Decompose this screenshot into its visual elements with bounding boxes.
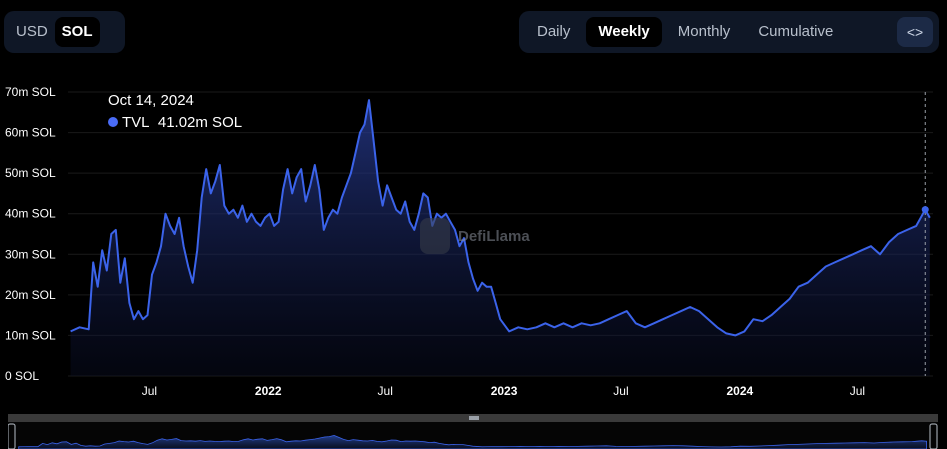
period-monthly-button[interactable]: Monthly bbox=[677, 23, 731, 40]
chart-tooltip: Oct 14, 2024 TVL 41.02m SOL bbox=[108, 90, 242, 134]
tooltip-date: Oct 14, 2024 bbox=[108, 92, 194, 109]
tooltip-series-name: TVL bbox=[122, 114, 150, 131]
defillama-watermark: DefiLlama bbox=[420, 218, 530, 254]
y-tick-label: 30m SOL bbox=[5, 247, 56, 261]
x-tick-label: 2024 bbox=[726, 384, 753, 398]
y-tick-label: 50m SOL bbox=[5, 166, 56, 180]
y-tick-label: 10m SOL bbox=[5, 328, 56, 342]
embed-code-button[interactable]: <> bbox=[897, 17, 933, 47]
currency-usd-button[interactable]: USD bbox=[16, 23, 48, 40]
scroller-grip-icon[interactable] bbox=[469, 416, 479, 420]
y-tick-label: 40m SOL bbox=[5, 207, 56, 221]
scroller-right-handle[interactable] bbox=[929, 423, 938, 449]
x-tick-label: Jul bbox=[613, 384, 628, 398]
period-daily-button[interactable]: Daily bbox=[537, 23, 571, 40]
tooltip-row: TVL 41.02m SOL bbox=[108, 112, 242, 134]
y-tick-label: 70m SOL bbox=[5, 85, 56, 99]
y-tick-label: 20m SOL bbox=[5, 288, 56, 302]
x-tick-label: 2023 bbox=[491, 384, 518, 398]
y-tick-label: 60m SOL bbox=[5, 126, 56, 140]
tvl-area bbox=[70, 99, 931, 376]
tooltip-value: 41.02m SOL bbox=[157, 114, 243, 131]
period-weekly-button[interactable]: Weekly bbox=[586, 17, 662, 47]
period-cumulative-button[interactable]: Cumulative bbox=[758, 23, 834, 40]
x-axis: Jul 2022 Jul 2023 Jul 2024 Jul bbox=[142, 384, 865, 398]
period-toggle: Daily Weekly Monthly Cumulative <> bbox=[519, 11, 939, 53]
currency-sol-button[interactable]: SOL bbox=[54, 17, 100, 47]
series-color-dot bbox=[108, 117, 118, 127]
y-axis: 0 SOL 10m SOL 20m SOL 30m SOL 40m SOL 50m SOL… bbox=[5, 85, 56, 383]
defillama-logo-icon bbox=[420, 218, 450, 254]
hover-indicator bbox=[921, 92, 929, 376]
watermark-text: DefiLlama bbox=[458, 227, 530, 245]
x-tick-label: Jul bbox=[378, 384, 393, 398]
currency-toggle: USD SOL bbox=[4, 11, 125, 53]
hover-point bbox=[921, 206, 929, 214]
x-tick-label: Jul bbox=[850, 384, 865, 398]
range-scroller[interactable] bbox=[8, 414, 938, 449]
mini-area bbox=[18, 434, 927, 449]
x-tick-label: 2022 bbox=[255, 384, 282, 398]
tvl-series-line bbox=[70, 99, 931, 337]
mini-series-area bbox=[18, 434, 927, 449]
scroller-left-handle[interactable] bbox=[8, 423, 16, 449]
tvl-area-fill bbox=[70, 100, 930, 376]
x-tick-label: Jul bbox=[142, 384, 157, 398]
y-tick-label: 0 SOL bbox=[5, 369, 39, 383]
